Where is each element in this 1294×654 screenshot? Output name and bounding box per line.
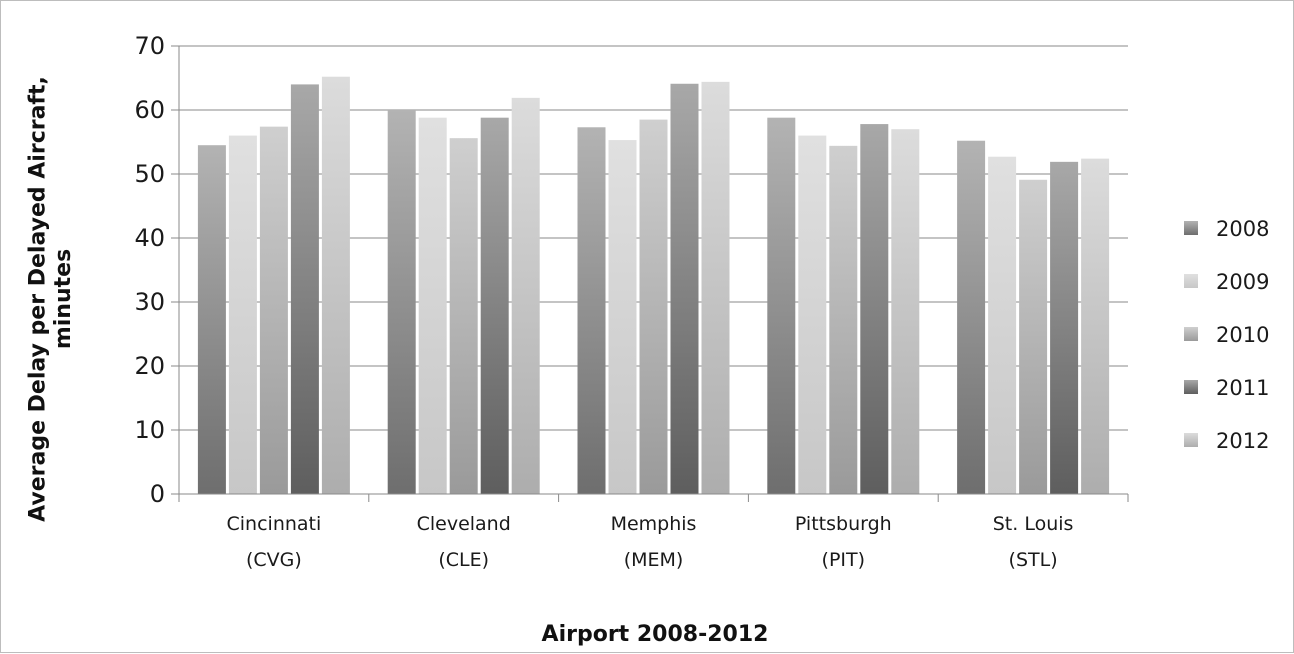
y-tick-label: 20: [134, 352, 165, 380]
y-axis-title-line: minutes: [51, 249, 76, 349]
y-tick-label: 60: [134, 96, 165, 124]
bar-2011: [670, 83, 699, 494]
x-category-label: (CVG): [246, 549, 302, 571]
x-category-label: Cleveland: [417, 513, 511, 535]
y-tick-label: 40: [134, 224, 165, 252]
bar-2010: [639, 119, 668, 494]
bar-2008: [957, 140, 986, 494]
bar-2012: [511, 97, 540, 494]
y-axis-title-line: Average Delay per Delayed Aircraft,: [26, 76, 51, 522]
legend-label: 2010: [1216, 323, 1269, 347]
bar-2008: [197, 145, 226, 494]
x-axis-title: Airport 2008-2012: [542, 622, 769, 647]
bar-2009: [608, 140, 637, 494]
legend-label: 2011: [1216, 376, 1269, 400]
legend-swatch: [1184, 380, 1198, 394]
legend-label: 2009: [1216, 270, 1269, 294]
y-tick-labels: 0 10 20 30 40 50 60 70: [134, 32, 165, 508]
bar-2009: [228, 135, 257, 494]
legend-swatch: [1184, 274, 1198, 288]
bar-2011: [860, 124, 889, 494]
x-category-label: Cincinnati: [227, 513, 322, 535]
bar-2012: [321, 76, 350, 494]
bar-2011: [1050, 161, 1079, 494]
legend-swatch: [1184, 433, 1198, 447]
x-category-label: (MEM): [624, 549, 684, 571]
legend-label: 2012: [1216, 429, 1269, 453]
bar-2011: [480, 117, 509, 495]
bar-2009: [988, 156, 1017, 494]
x-category-label: (STL): [1009, 549, 1058, 571]
legend: 2008 2009 2010 2011 2012: [1184, 217, 1269, 453]
bar-2009: [418, 117, 447, 495]
legend-label: 2008: [1216, 217, 1269, 241]
x-category-label: St. Louis: [993, 513, 1074, 535]
y-tick-label: 10: [134, 416, 165, 444]
legend-swatch: [1184, 327, 1198, 341]
bar-2009: [798, 135, 827, 494]
bar-2008: [577, 127, 606, 494]
x-category-labels: Cincinnati (CVG) Cleveland (CLE) Memphis (MEM…: [227, 513, 1074, 571]
legend-swatch: [1184, 221, 1198, 235]
bar-2012: [891, 129, 920, 494]
bars: [197, 76, 1110, 495]
x-category-label: (PIT): [822, 549, 866, 571]
x-category-label: Memphis: [611, 513, 697, 535]
bar-2010: [259, 126, 288, 494]
y-tick-label: 70: [134, 32, 165, 60]
bar-2010: [449, 138, 478, 494]
x-category-label: (CLE): [438, 549, 489, 571]
y-tick-label: 0: [150, 480, 165, 508]
bar-2010: [1019, 179, 1048, 494]
bar-2008: [387, 110, 416, 494]
bar-2012: [701, 81, 730, 494]
axes: [171, 45, 1129, 502]
bar-2011: [290, 84, 319, 495]
y-tick-label: 30: [134, 288, 165, 316]
bar-2008: [767, 117, 796, 495]
bar-2012: [1081, 158, 1110, 494]
y-axis-title: Average Delay per Delayed Aircraft,minut…: [26, 76, 76, 522]
bar-2010: [829, 145, 858, 494]
x-category-label: Pittsburgh: [795, 513, 892, 535]
y-tick-label: 50: [134, 160, 165, 188]
